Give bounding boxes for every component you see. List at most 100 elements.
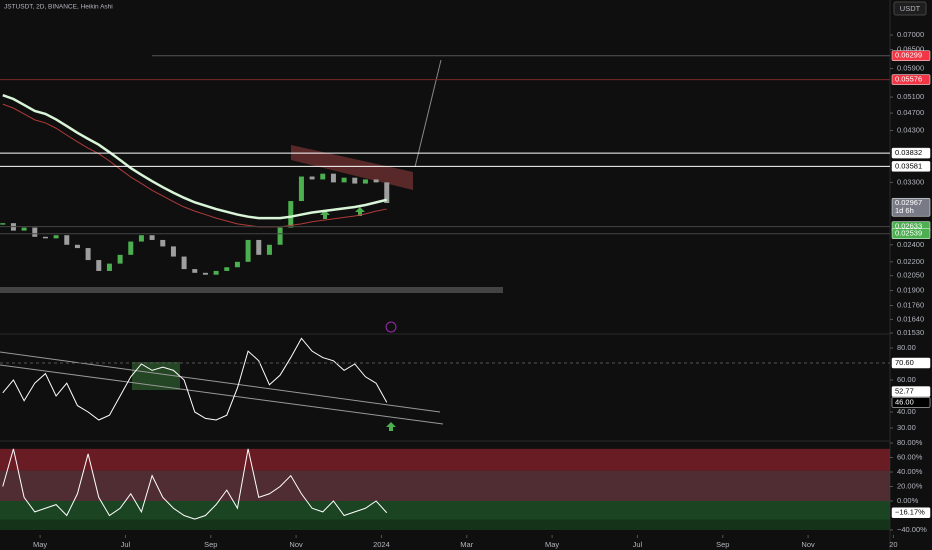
candle — [373, 179, 379, 183]
level-badge — [891, 507, 931, 518]
level-label: 0.02539 — [895, 229, 922, 238]
y-tick-label: 0.03300 — [897, 177, 924, 186]
y-tick-label: 80.00% — [897, 438, 923, 447]
candle — [362, 179, 368, 184]
level-label: 46.00 — [895, 397, 914, 406]
moving-average — [2, 93, 388, 220]
level-label: −16.17% — [895, 508, 925, 517]
resistance-channel — [291, 145, 413, 190]
candle — [256, 239, 262, 255]
indicator-line — [2, 448, 388, 520]
x-tick-label: May — [545, 540, 559, 549]
x-tick-label: Sep — [716, 540, 729, 549]
up-arrow — [355, 207, 365, 216]
x-tick-label: Nov — [289, 540, 303, 549]
y-tick-label: 40.00 — [897, 407, 916, 416]
level-badge — [891, 228, 931, 239]
x-tick-label: 20 — [889, 540, 897, 549]
x-tick-label: Sep — [204, 540, 217, 549]
level-badge — [891, 161, 931, 172]
candle — [21, 227, 27, 231]
candle — [277, 227, 283, 245]
y-tick-label: 0.04300 — [897, 125, 924, 134]
candle — [245, 239, 251, 262]
y-tick-label: 0.02200 — [897, 257, 924, 266]
y-tick-label: 0.06500 — [897, 45, 924, 54]
y-tick-label: 80.00 — [897, 343, 916, 352]
y-tick-label: 0.01640 — [897, 314, 924, 323]
zone — [0, 448, 890, 471]
candle — [384, 182, 390, 204]
y-tick-label: 0.02050 — [897, 271, 924, 280]
level-badge — [891, 397, 931, 408]
y-tick-label: 0.05900 — [897, 64, 924, 73]
x-tick-label: Mar — [460, 540, 473, 549]
candle — [234, 261, 240, 268]
candle — [138, 235, 144, 242]
x-tick-label: Jul — [633, 540, 643, 549]
support-zone — [0, 287, 503, 293]
candle — [160, 239, 166, 247]
candle — [42, 236, 48, 239]
y-tick-label: −40.00% — [897, 525, 927, 534]
y-tick-label: 0.07000 — [897, 30, 924, 39]
level-label: 0.03832 — [895, 148, 922, 157]
y-tick-label: 0.01530 — [897, 328, 924, 337]
level-label: 0.05576 — [895, 75, 922, 84]
candle — [170, 246, 176, 257]
candle — [64, 235, 70, 245]
y-tick-label: 20.00% — [897, 481, 923, 490]
up-arrow — [386, 422, 396, 431]
y-tick-label: 0.01760 — [897, 301, 924, 310]
candle — [202, 272, 208, 275]
candle — [224, 267, 230, 271]
countdown: 1d 6h — [895, 206, 914, 215]
level-badge — [891, 357, 931, 369]
candle — [341, 177, 347, 183]
candle — [74, 244, 80, 249]
level-badge — [891, 50, 931, 61]
candle — [0, 223, 6, 225]
level-badge — [891, 74, 931, 85]
x-tick-label: 2024 — [373, 540, 390, 549]
level-label: 0.02967 — [895, 198, 922, 207]
candle — [106, 263, 112, 271]
y-tick-label: 30.00 — [897, 423, 916, 432]
candle — [192, 269, 198, 273]
level-label: 0.03581 — [895, 161, 922, 170]
candle — [181, 256, 187, 270]
rsi-trendline — [0, 364, 444, 425]
y-tick-label: 40.00% — [897, 467, 923, 476]
zone — [0, 519, 890, 530]
currency-button-label[interactable]: USDT — [900, 4, 921, 13]
event-icon[interactable] — [385, 321, 397, 333]
up-arrow — [320, 210, 330, 219]
zone — [0, 501, 890, 520]
level-label: 0.06299 — [895, 51, 922, 60]
level-badge — [891, 197, 931, 217]
symbol-title: JSTUSDT, 2D, BINANCE, Heikin Ashi — [4, 4, 113, 11]
candle — [352, 177, 358, 184]
moving-average — [2, 103, 387, 228]
candle — [149, 235, 155, 240]
level-label: 70.60 — [895, 358, 914, 367]
y-tick-label: 60.00 — [897, 375, 916, 384]
candle — [288, 201, 294, 228]
currency-button[interactable] — [893, 1, 927, 16]
level-label: 52.77 — [895, 387, 914, 396]
indicator-line — [2, 337, 388, 421]
level-badge — [891, 386, 931, 397]
candle — [32, 227, 38, 237]
y-tick-label: 0.00% — [897, 496, 919, 505]
candle — [330, 173, 336, 183]
candle — [320, 173, 326, 180]
projection-line — [414, 59, 442, 168]
candle — [53, 235, 59, 239]
x-tick-label: May — [33, 540, 47, 549]
candle — [128, 241, 134, 255]
y-tick-label: 0.04700 — [897, 108, 924, 117]
y-tick-label: 0.01900 — [897, 286, 924, 295]
y-tick-label: 0.05100 — [897, 92, 924, 101]
candle — [96, 260, 102, 271]
